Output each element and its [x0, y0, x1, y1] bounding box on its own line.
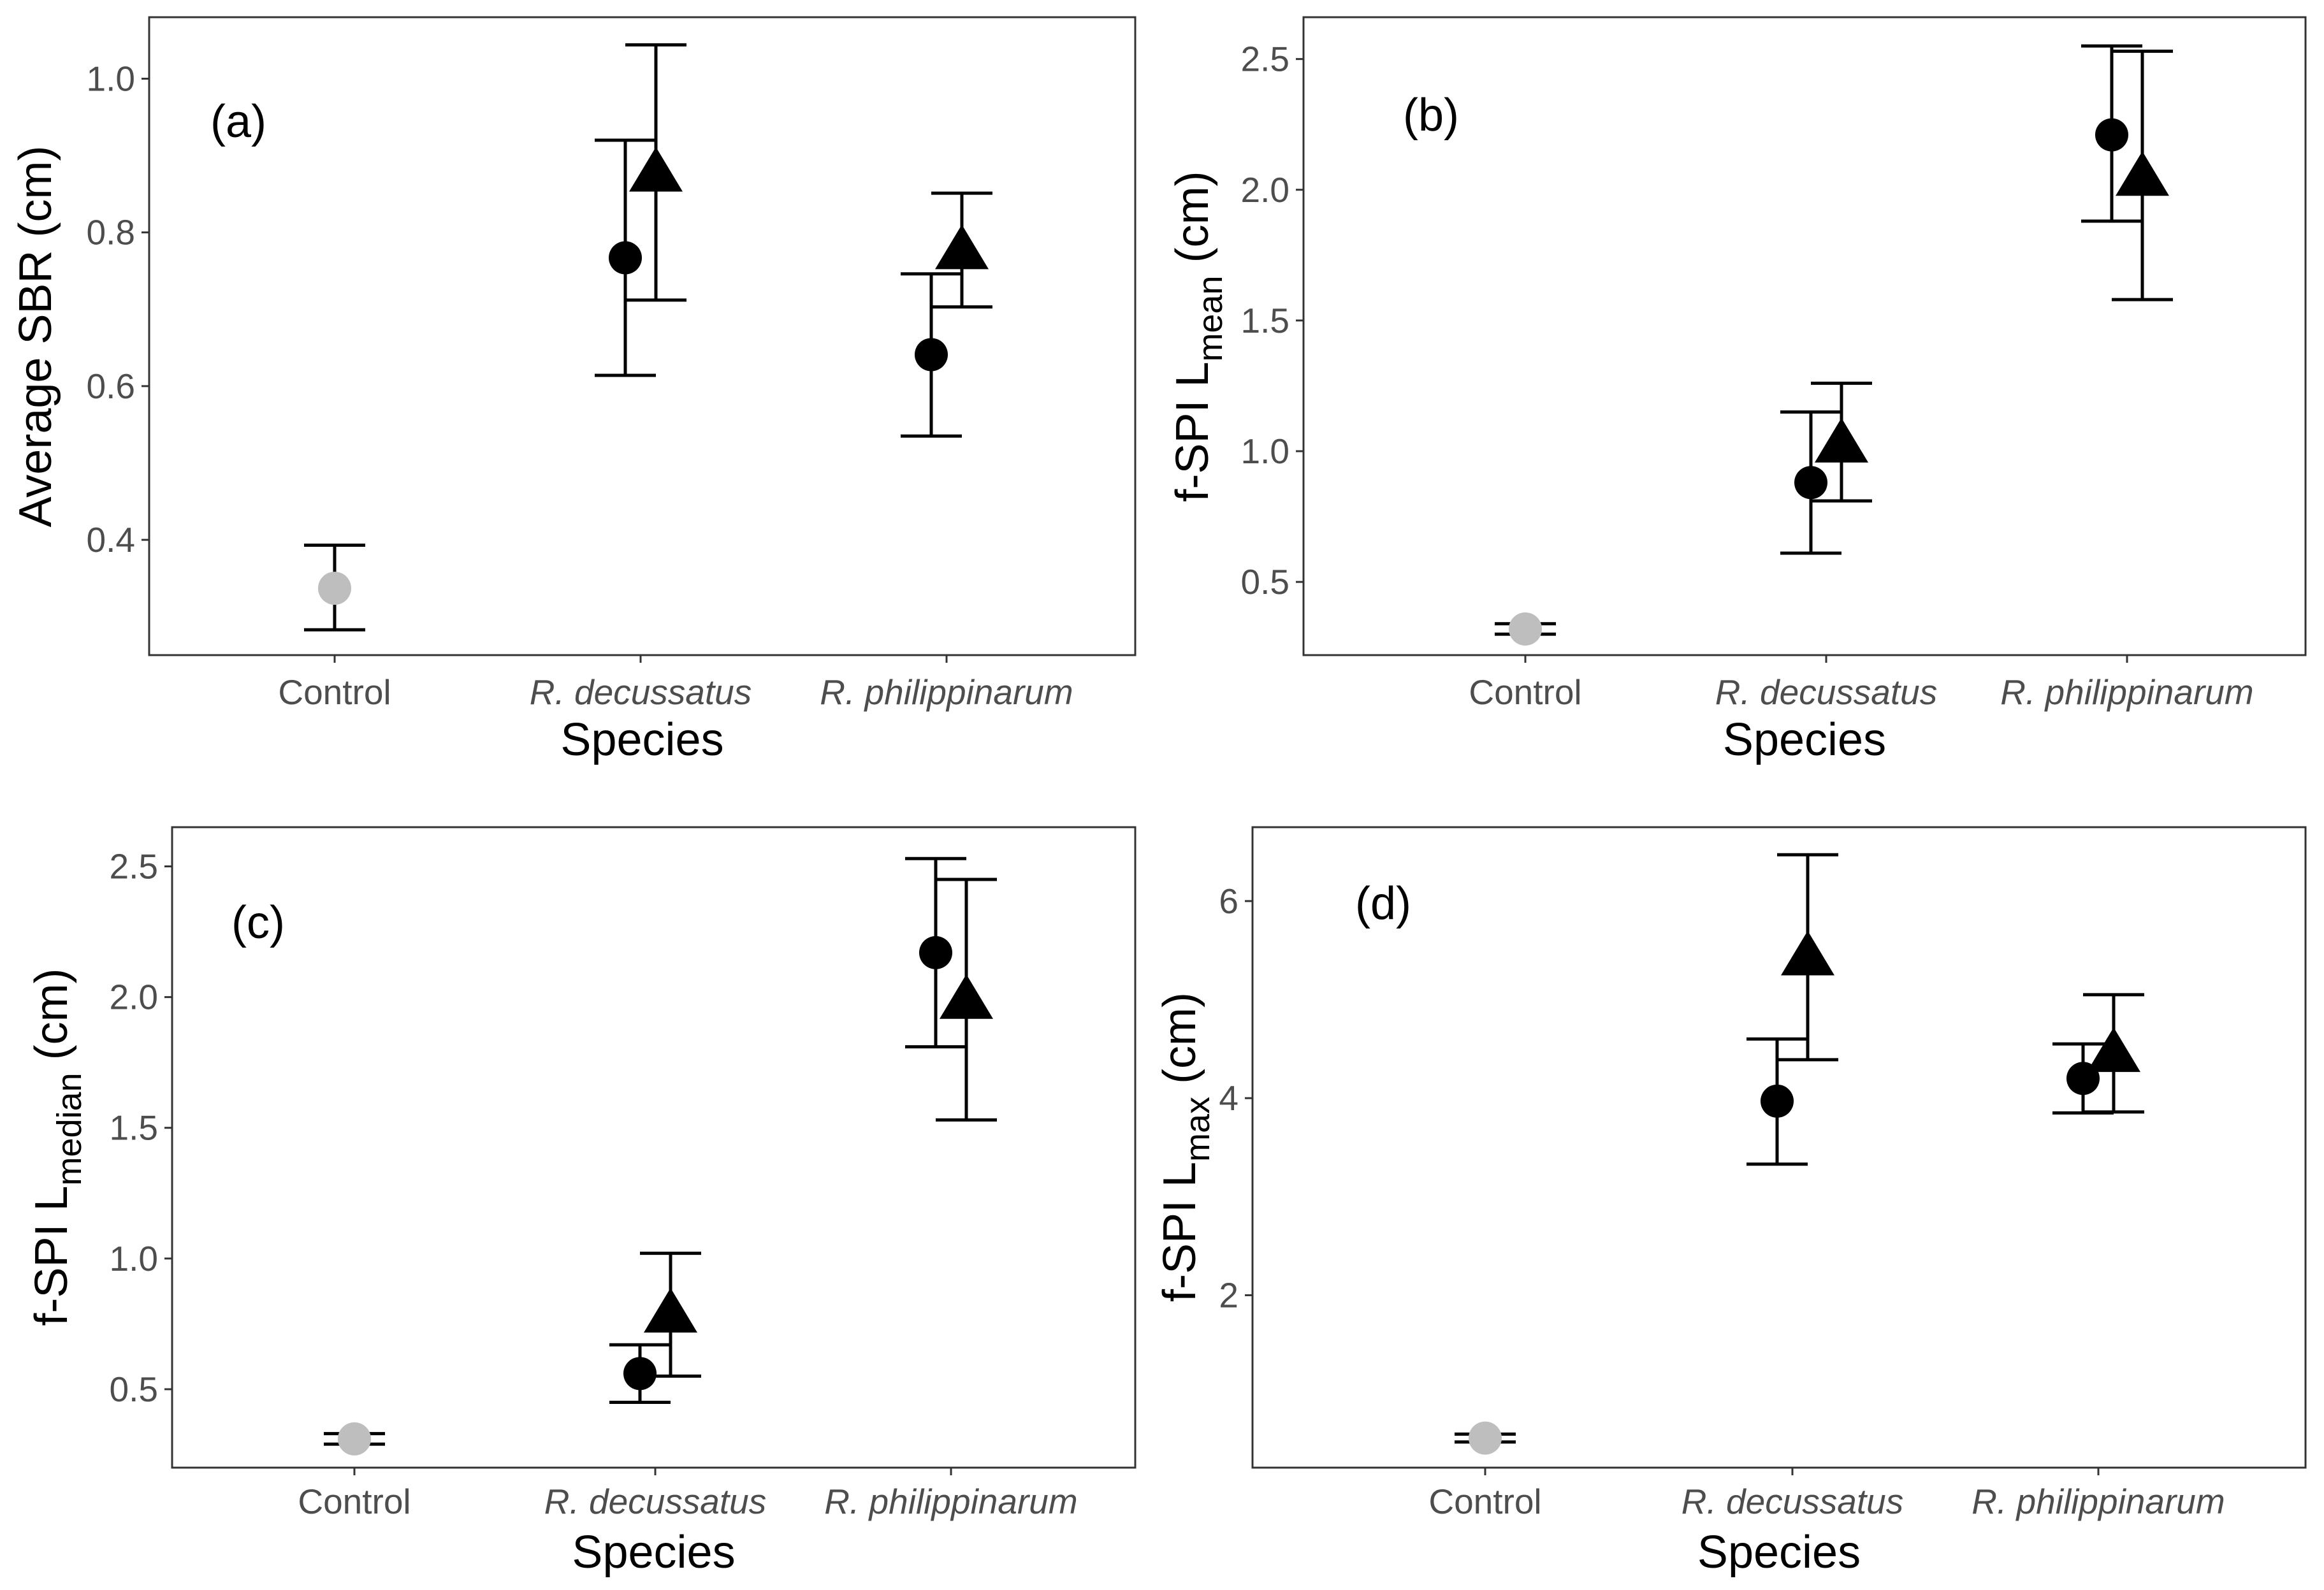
point-control: [318, 572, 351, 605]
y-tick-label: 1.0: [87, 59, 135, 98]
y-tick-label: 0.6: [87, 366, 135, 406]
y-axis-title-main: f-SPI L: [26, 1185, 77, 1326]
point-triangle: [935, 224, 989, 270]
y-tick-label: 0.5: [1241, 562, 1289, 602]
panel-1: 0.4 0.6 0.8 1.0 Control R. decussatus R. phili…: [10, 16, 1137, 765]
y-axis-title-main: f-SPI L: [1154, 1162, 1205, 1302]
point-triangle: [2087, 1027, 2140, 1073]
point-circle: [1794, 466, 1827, 500]
x-category-label: R. decussatus: [530, 672, 752, 712]
x-category-label: R. philippinarum: [820, 672, 1073, 712]
x-axis-title: Species: [560, 714, 723, 765]
y-axis-title: f-SPI Lmean (cm): [1167, 171, 1230, 502]
y-axis-title-subscript: mean: [1191, 275, 1230, 361]
point-control: [1469, 1421, 1502, 1455]
plot-frame: [1251, 826, 2307, 1469]
point-circle: [919, 936, 952, 969]
y-tick-label: 4: [1219, 1078, 1238, 1118]
point-circle: [2095, 118, 2128, 152]
y-tick-label: 2.0: [1241, 170, 1289, 210]
x-category-label: Control: [278, 672, 391, 712]
plot-frame: [148, 16, 1137, 656]
y-axis-title-subscript: median: [50, 1073, 89, 1185]
x-category-label: Control: [1469, 672, 1581, 712]
y-tick-label: 2: [1219, 1275, 1238, 1315]
x-category-label: Control: [298, 1482, 410, 1521]
panel-label: (c): [231, 897, 285, 948]
y-tick-label: 1.5: [1241, 301, 1289, 340]
y-axis-title-main: f-SPI L: [1167, 361, 1218, 502]
plot-frame: [171, 826, 1137, 1469]
y-axis-title: f-SPI Lmax (cm): [1154, 992, 1217, 1302]
point-triangle: [1781, 930, 1834, 976]
x-category-label: R. decussatus: [1681, 1482, 1904, 1521]
point-triangle: [940, 974, 993, 1019]
y-axis-title-unit: (cm): [1167, 171, 1218, 275]
y-tick-label: 0.4: [87, 520, 135, 560]
x-axis-title: Species: [572, 1527, 735, 1578]
y-tick-label: 0.8: [87, 213, 135, 252]
x-category-label: R. philippinarum: [824, 1482, 1077, 1521]
y-axis-title-subscript: max: [1179, 1097, 1217, 1162]
y-tick-label: 0.5: [110, 1370, 158, 1409]
y-axis-title-unit: (cm): [26, 968, 77, 1073]
y-tick-label: 1.0: [1241, 431, 1289, 471]
x-category-label: R. philippinarum: [1972, 1482, 2225, 1521]
y-axis-title: f-SPI Lmedian (cm): [26, 968, 89, 1326]
y-tick-label: 1.0: [110, 1239, 158, 1278]
y-tick-label: 2.5: [110, 847, 158, 886]
point-circle: [1761, 1084, 1794, 1118]
y-tick-label: 6: [1219, 881, 1238, 921]
point-circle: [623, 1357, 657, 1391]
panel-label: (d): [1355, 878, 1411, 929]
x-category-label: R. decussatus: [544, 1482, 767, 1521]
point-control: [338, 1422, 371, 1456]
point-triangle: [644, 1287, 697, 1333]
panel-3: 0.5 1.0 1.5 2.0 2.5 Control R. decussatus R. ph…: [26, 826, 1137, 1578]
panel-2: 0.5 1.0 1.5 2.0 2.5 Control R. decussatus R. ph…: [1167, 16, 2307, 765]
point-triangle: [1815, 417, 1868, 463]
panel-label: (a): [210, 96, 266, 147]
panel-label: (b): [1403, 90, 1459, 141]
panel-4: 2 4 6 Control R. decussatus R. philippinarum S…: [1154, 826, 2307, 1578]
y-tick-label: 2.5: [1241, 40, 1289, 79]
x-category-label: R. philippinarum: [2000, 672, 2253, 712]
y-tick-label: 1.5: [110, 1108, 158, 1148]
point-triangle: [2116, 151, 2169, 196]
x-axis-title: Species: [1723, 714, 1886, 765]
point-circle: [609, 241, 642, 275]
x-category-label: R. decussatus: [1715, 672, 1938, 712]
x-category-label: Control: [1428, 1482, 1541, 1521]
x-axis-title: Species: [1697, 1527, 1861, 1578]
point-circle: [915, 338, 948, 372]
point-control: [1509, 612, 1542, 646]
y-axis-title-unit: (cm): [1154, 992, 1205, 1097]
point-triangle: [629, 147, 683, 192]
y-tick-label: 2.0: [110, 978, 158, 1017]
plot-frame: [1302, 16, 2307, 656]
y-axis-title: Average SBR (cm): [10, 146, 61, 528]
